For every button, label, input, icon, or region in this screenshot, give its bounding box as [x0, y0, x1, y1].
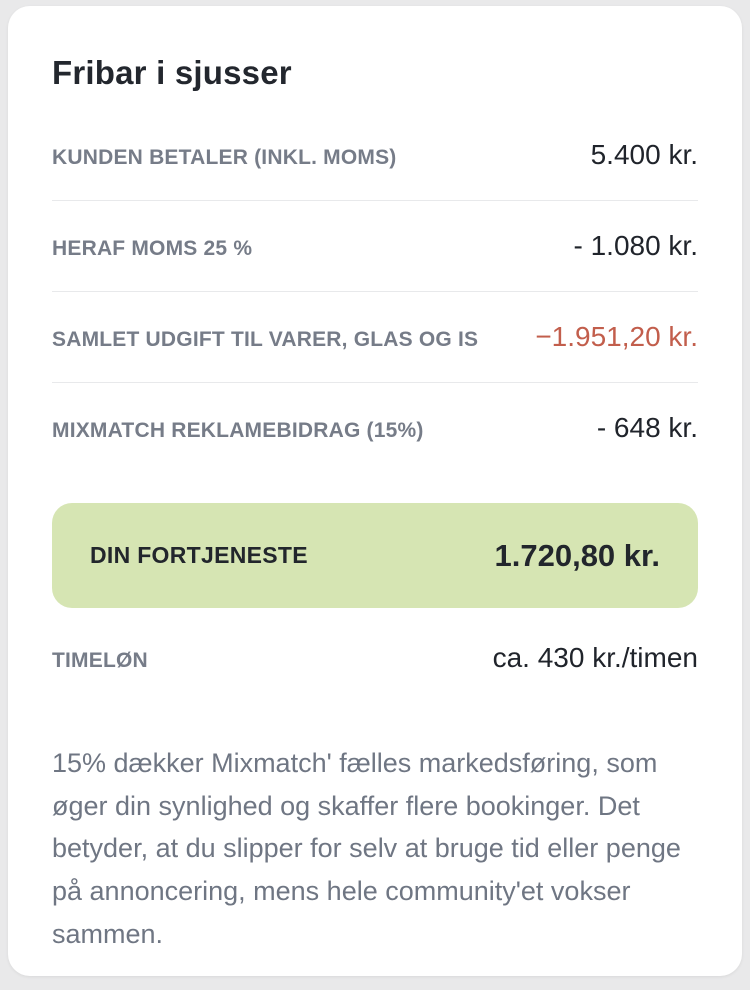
- fee-label: HERAF MOMS 25 %: [52, 237, 253, 260]
- page-title: Fribar i sjusser: [52, 54, 292, 91]
- fee-value: - 1.080 kr.: [573, 230, 698, 261]
- fee-row-goods-cost: SAMLET UDGIFT TIL VARER, GLAS OG IS −1.9…: [52, 292, 698, 383]
- hourly-rate-label: TIMELØN: [52, 649, 148, 672]
- fee-row-vat: HERAF MOMS 25 % - 1.080 kr.: [52, 201, 698, 292]
- profit-label: DIN FORTJENESTE: [90, 542, 308, 568]
- fee-label: SAMLET UDGIFT TIL VARER, GLAS OG IS: [52, 328, 479, 351]
- pricing-summary-card: Fribar i sjusser KUNDEN BETALER (INKL. M…: [8, 6, 742, 976]
- profit-highlight: DIN FORTJENESTE 1.720,80 kr.: [52, 503, 698, 608]
- fee-label: MIXMATCH REKLAMEBIDRAG (15%): [52, 419, 424, 442]
- hourly-rate-row: TIMELØN ca. 430 kr./timen: [52, 608, 698, 686]
- footnote-text: 15% dækker Mixmatch' fælles markedsførin…: [52, 748, 681, 949]
- profit-value: 1.720,80 kr.: [494, 537, 661, 573]
- fee-row-customer-pays: KUNDEN BETALER (INKL. MOMS) 5.400 kr.: [52, 110, 698, 201]
- fee-value: 5.400 kr.: [590, 139, 698, 170]
- fee-label: KUNDEN BETALER (INKL. MOMS): [52, 146, 397, 169]
- hourly-rate-value: ca. 430 kr./timen: [492, 642, 698, 673]
- fee-value-negative: −1.951,20 kr.: [535, 321, 698, 352]
- fee-value: - 648 kr.: [596, 412, 698, 443]
- fee-row-ad-contribution: MIXMATCH REKLAMEBIDRAG (15%) - 648 kr.: [52, 383, 698, 473]
